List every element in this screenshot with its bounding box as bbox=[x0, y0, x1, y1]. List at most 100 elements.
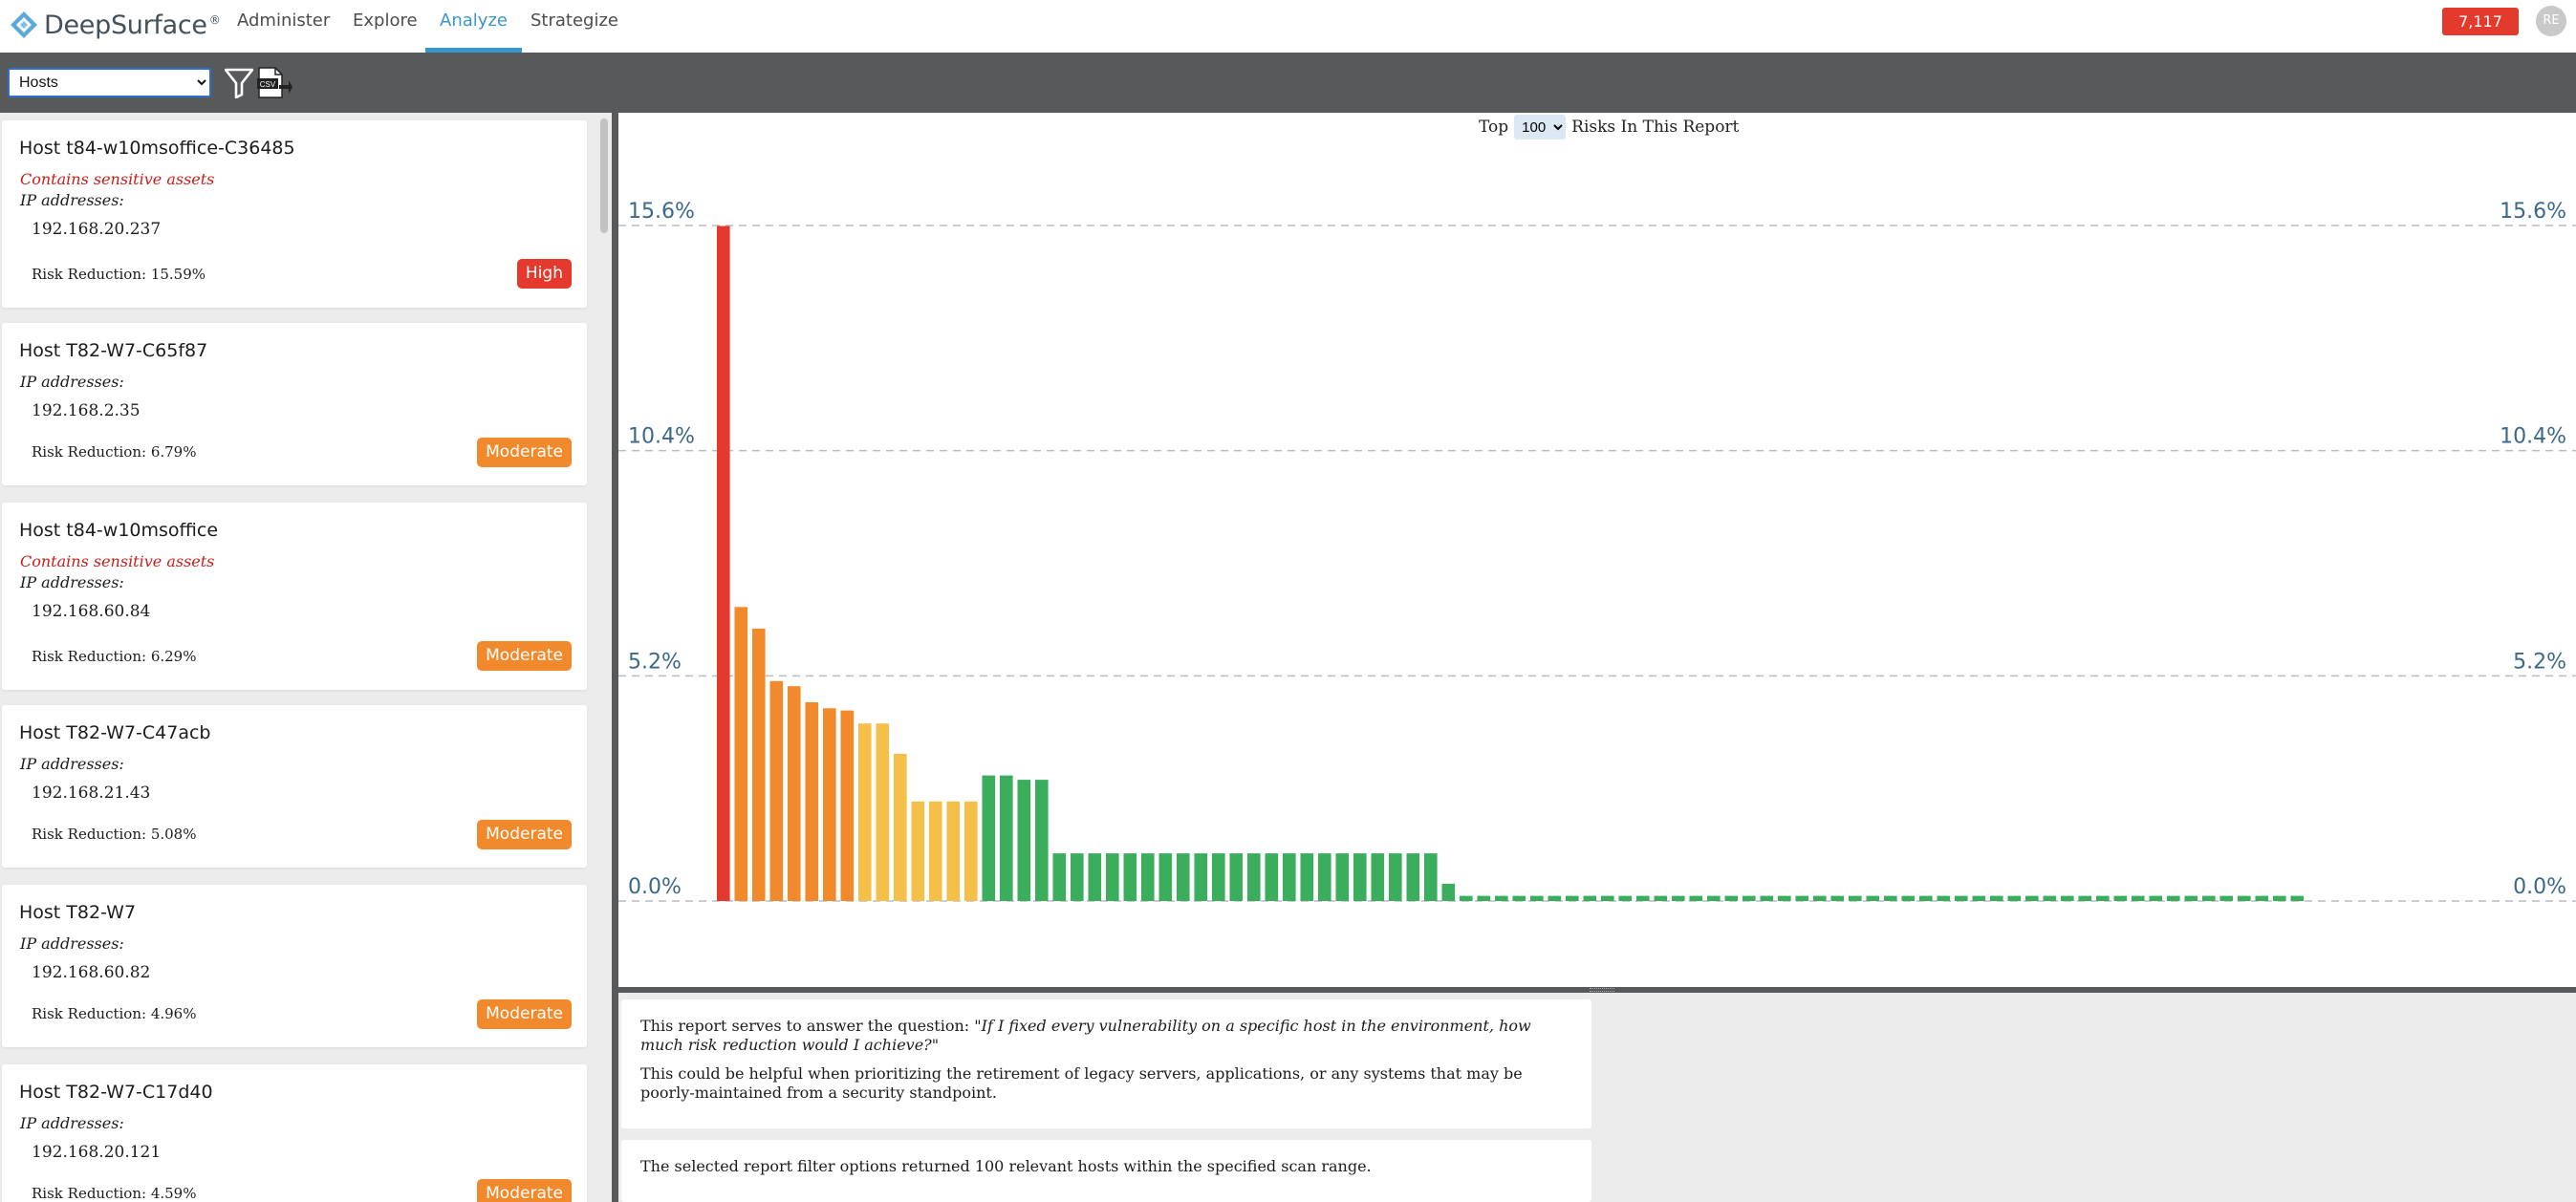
chart-bar[interactable] bbox=[982, 775, 996, 901]
chart-bar[interactable] bbox=[1849, 895, 1862, 901]
chart-bar[interactable] bbox=[1724, 895, 1739, 901]
chart-bar[interactable] bbox=[1866, 895, 1880, 901]
nav-explore[interactable]: Explore bbox=[353, 11, 418, 31]
host-name[interactable]: Host T82-W7 bbox=[19, 902, 137, 923]
chart-bar[interactable] bbox=[1300, 853, 1314, 901]
chart-bar[interactable] bbox=[1194, 853, 1208, 901]
chart-bar[interactable] bbox=[1813, 895, 1827, 901]
chart-bar[interactable] bbox=[2043, 895, 2057, 901]
chart-bar[interactable] bbox=[1283, 853, 1296, 901]
chart-bar[interactable] bbox=[858, 723, 872, 901]
chart-bar[interactable] bbox=[1901, 895, 1916, 901]
host-card[interactable]: Host T82-W7-C47acb IP addresses: 192.168.2… bbox=[2, 705, 587, 868]
chart-bar[interactable] bbox=[1778, 895, 1791, 901]
chart-bar[interactable] bbox=[1052, 853, 1067, 901]
chart-bar[interactable] bbox=[2184, 895, 2198, 901]
chart-bar[interactable] bbox=[1441, 883, 1456, 901]
chart-bar[interactable] bbox=[805, 702, 819, 901]
alert-count-badge[interactable]: 7,117 bbox=[2442, 8, 2519, 35]
chart-bar[interactable] bbox=[1017, 780, 1031, 901]
csv-export-icon[interactable]: CSV bbox=[256, 66, 292, 100]
chart-bar[interactable] bbox=[1601, 895, 1614, 901]
chart-bar[interactable] bbox=[1530, 895, 1544, 901]
chart-bar[interactable] bbox=[2167, 895, 2180, 901]
user-avatar[interactable]: RE bbox=[2536, 6, 2566, 36]
host-card[interactable]: Host T82-W7-C65f87 IP addresses: 192.168.2… bbox=[2, 323, 587, 485]
top-count-select[interactable]: 100 bbox=[1514, 115, 1567, 140]
chart-bar[interactable] bbox=[2149, 895, 2163, 901]
chart-bar[interactable] bbox=[1335, 853, 1350, 901]
chart-bar[interactable] bbox=[2113, 895, 2128, 901]
chart-bar[interactable] bbox=[1566, 895, 1579, 901]
chart-bar[interactable] bbox=[734, 607, 748, 901]
chart-bar[interactable] bbox=[788, 686, 801, 901]
chart-bar[interactable] bbox=[1830, 895, 1845, 901]
chart-bar[interactable] bbox=[1088, 853, 1102, 901]
host-name[interactable]: Host t84-w10msoffice bbox=[19, 520, 219, 541]
chart-bar[interactable] bbox=[1123, 853, 1137, 901]
chart-bar[interactable] bbox=[1477, 895, 1491, 901]
host-list-scrollbar[interactable] bbox=[600, 118, 608, 233]
chart-bar[interactable] bbox=[1654, 895, 1668, 901]
nav-administer[interactable]: Administer bbox=[237, 11, 331, 31]
chart-bar[interactable] bbox=[1495, 895, 1508, 901]
chart-bar[interactable] bbox=[1743, 895, 1756, 901]
host-card[interactable]: Host t84-w10msoffice Contains sensitive a… bbox=[2, 503, 587, 690]
chart-bar[interactable] bbox=[1672, 895, 1685, 901]
host-name[interactable]: Host t84-w10msoffice-C36485 bbox=[19, 138, 295, 159]
chart-bar[interactable] bbox=[1618, 895, 1633, 901]
chart-bar[interactable] bbox=[1406, 853, 1420, 901]
chart-bar[interactable] bbox=[1229, 853, 1244, 901]
chart-bar[interactable] bbox=[2202, 895, 2216, 901]
host-name[interactable]: Host T82-W7-C47acb bbox=[19, 722, 211, 743]
nav-strategize[interactable]: Strategize bbox=[530, 11, 618, 31]
chart-bar[interactable] bbox=[1919, 895, 1933, 901]
chart-bar[interactable] bbox=[1389, 853, 1402, 901]
chart-bar[interactable] bbox=[911, 801, 925, 901]
chart-bar[interactable] bbox=[1424, 853, 1438, 901]
chart-bar[interactable] bbox=[1177, 853, 1190, 901]
chart-bar[interactable] bbox=[769, 680, 784, 901]
chart-bar[interactable] bbox=[2219, 895, 2234, 901]
filter-icon[interactable] bbox=[225, 68, 253, 98]
report-type-select[interactable]: Hosts bbox=[8, 68, 211, 97]
chart-bar[interactable] bbox=[2007, 895, 2022, 901]
chart-bar[interactable] bbox=[876, 723, 890, 901]
chart-bar[interactable] bbox=[1512, 895, 1526, 901]
chart-bar[interactable] bbox=[1158, 853, 1173, 901]
host-card[interactable]: Host T82-W7-C17d40 IP addresses: 192.168.2… bbox=[2, 1064, 587, 1202]
chart-bar[interactable] bbox=[964, 801, 978, 901]
chart-bar[interactable] bbox=[840, 710, 855, 901]
chart-bar[interactable] bbox=[1035, 780, 1049, 901]
chart-bar[interactable] bbox=[1707, 895, 1721, 901]
chart-bar[interactable] bbox=[1318, 853, 1331, 901]
chart-bar[interactable] bbox=[717, 225, 730, 902]
chart-bar[interactable] bbox=[1265, 853, 1279, 901]
host-name[interactable]: Host T82-W7-C17d40 bbox=[19, 1082, 213, 1103]
chart-bar[interactable] bbox=[1460, 895, 1473, 901]
chart-bar[interactable] bbox=[2096, 895, 2110, 901]
chart-bar[interactable] bbox=[823, 708, 836, 901]
vertical-splitter[interactable] bbox=[612, 113, 618, 1202]
chart-bar[interactable] bbox=[929, 801, 942, 901]
chart-bar[interactable] bbox=[1583, 895, 1597, 901]
brand-logo[interactable]: DeepSurface ® bbox=[10, 6, 221, 44]
chart-bar[interactable] bbox=[1636, 895, 1650, 901]
chart-bar[interactable] bbox=[2290, 895, 2305, 901]
chart-bar[interactable] bbox=[1795, 895, 1809, 901]
chart-bar[interactable] bbox=[1071, 853, 1084, 901]
chart-bar[interactable] bbox=[2255, 895, 2269, 901]
chart-bar[interactable] bbox=[894, 753, 907, 901]
host-name[interactable]: Host T82-W7-C65f87 bbox=[19, 340, 208, 361]
chart-bar[interactable] bbox=[2078, 895, 2092, 901]
host-card[interactable]: Host t84-w10msoffice-C36485 Contains sens… bbox=[2, 120, 587, 308]
chart-bar[interactable] bbox=[1990, 895, 2003, 901]
chart-bar[interactable] bbox=[1106, 853, 1119, 901]
chart-bar[interactable] bbox=[946, 801, 961, 901]
chart-bar[interactable] bbox=[1884, 895, 1897, 901]
chart-bar[interactable] bbox=[2238, 895, 2251, 901]
chart-bar[interactable] bbox=[1141, 853, 1155, 901]
chart-bar[interactable] bbox=[2025, 895, 2039, 901]
horizontal-splitter[interactable] bbox=[618, 987, 2576, 993]
chart-bar[interactable] bbox=[1689, 895, 1703, 901]
